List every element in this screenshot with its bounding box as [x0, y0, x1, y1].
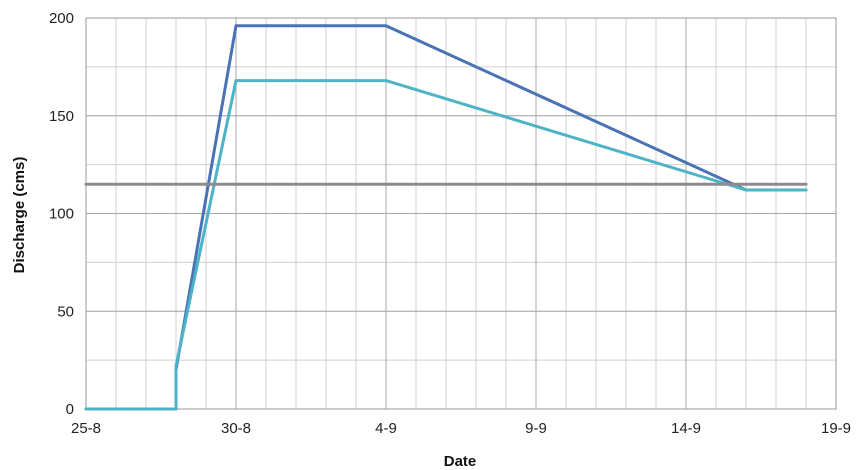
- plot-area-border: [85, 17, 837, 410]
- y-tick-label: 50: [57, 303, 74, 320]
- x-tick-label: 25-8: [71, 420, 101, 437]
- y-tick-label: 200: [49, 10, 74, 27]
- y-tick-label: 100: [49, 206, 74, 223]
- y-tick-label: 0: [66, 401, 74, 418]
- major-grid: [85, 17, 837, 410]
- x-tick-label: 30-8: [221, 420, 251, 437]
- x-tick-label: 9-9: [525, 420, 547, 437]
- x-axis-title: Date: [444, 453, 477, 470]
- y-axis-title: Discharge (cms): [11, 157, 28, 274]
- series-layer: [84, 24, 808, 411]
- x-tick-label: 4-9: [375, 420, 397, 437]
- x-axis-ticks: 25-8 30-8 4-9 9-9 14-9 19-9: [71, 420, 851, 437]
- y-tick-label: 150: [49, 108, 74, 125]
- series-line-2: [84, 79, 808, 411]
- x-tick-label: 14-9: [671, 420, 701, 437]
- x-tick-label: 19-9: [821, 420, 851, 437]
- y-axis-ticks: 0 50 100 150 200: [49, 10, 74, 418]
